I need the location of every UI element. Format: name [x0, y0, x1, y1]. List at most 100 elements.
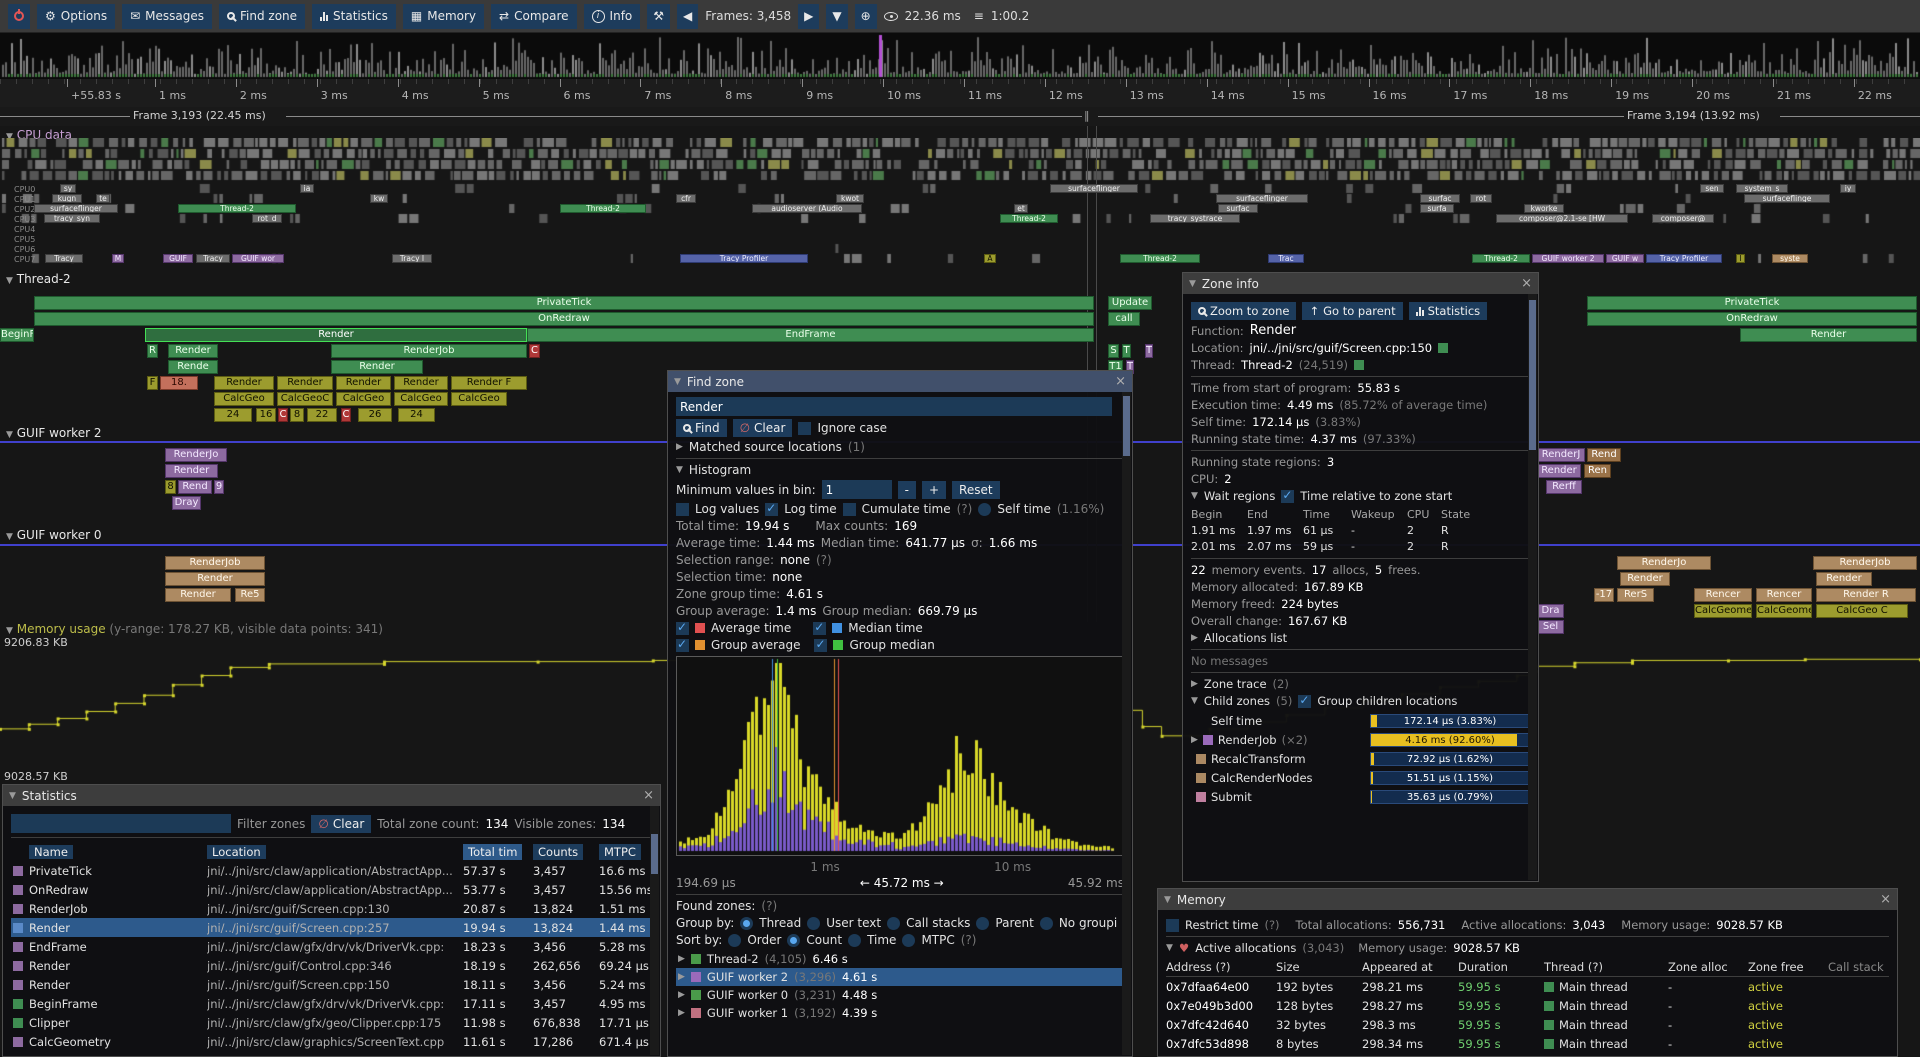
cpu-zone[interactable]: et [1014, 204, 1028, 213]
group-by-radio[interactable] [1040, 917, 1053, 930]
timeline-zone[interactable]: OnRedraw [1587, 312, 1917, 326]
found-zone-group[interactable]: ▶GUIF worker 1(3,192)4.39 s [676, 1004, 1124, 1022]
column-header[interactable]: MTPC [599, 845, 650, 859]
timeline-zone[interactable]: Render [168, 344, 218, 358]
stats-row[interactable]: OnRedrawjni/../jni/src/claw/application/… [11, 880, 652, 899]
wait-regions-header[interactable]: ▼Wait regionsTime relative to zone start [1191, 489, 1530, 503]
frame-minimap[interactable] [0, 33, 1920, 79]
messages-button[interactable]: ✉Messages [122, 4, 212, 29]
cpu-zone[interactable]: kw [370, 194, 388, 203]
column-header[interactable]: Location [207, 845, 457, 859]
column-header[interactable]: Size [1276, 960, 1358, 974]
zoom-out-button[interactable]: ▼ [826, 4, 847, 29]
timeline-zone[interactable]: Render [1620, 572, 1670, 586]
bin-decrease-button[interactable]: - [898, 481, 916, 499]
stats-row[interactable]: Renderjni/../jni/src/guif/Screen.cpp:150… [11, 975, 652, 994]
timeline-zone[interactable]: Update [1108, 296, 1152, 310]
cpu-zone[interactable]: GUIF worker 2 [1532, 254, 1604, 263]
timeline-zone[interactable]: S [1108, 344, 1119, 358]
column-header[interactable]: Zone alloc [1668, 960, 1744, 974]
cpu-zone[interactable]: Tracy I [392, 254, 432, 263]
cpu-zone[interactable]: ia [300, 184, 314, 193]
timeline-zone[interactable]: Re5 [235, 588, 265, 602]
cpu-zone[interactable]: GUIF w [1606, 254, 1644, 263]
timeline-zone[interactable]: 8 [290, 408, 304, 422]
timeline-zone[interactable]: 18. [160, 376, 198, 390]
scrollbar[interactable] [650, 806, 659, 1055]
cpu-zone[interactable]: rot_d [252, 214, 282, 223]
group-by-radio[interactable] [740, 917, 753, 930]
cpu-zone[interactable]: GUIF [163, 254, 193, 263]
find-zone-search-input[interactable] [676, 397, 1112, 416]
timeline-zone[interactable]: C [341, 408, 351, 422]
close-icon[interactable]: × [1880, 892, 1891, 907]
memory-button[interactable]: ▦Memory [403, 4, 484, 29]
allocation-row[interactable]: 0x7dfc53d8988 bytes298.34 ms59.95 sMain … [1166, 1034, 1889, 1053]
timeline-zone[interactable]: CalcGeo [336, 392, 391, 406]
timeline-zone[interactable]: Render [1740, 328, 1917, 342]
cpu-zone[interactable]: system_s [1736, 184, 1788, 193]
cpu-zone[interactable]: surfaceflinger [1050, 184, 1138, 193]
collapse-icon[interactable]: ▼ [1164, 895, 1171, 905]
column-header[interactable]: Duration [1458, 960, 1540, 974]
cpu-zone[interactable]: composer@ [1652, 214, 1714, 223]
relative-time-checkbox[interactable] [1281, 490, 1294, 503]
matched-locations-header[interactable]: ▶Matched source locations(1) [676, 440, 1124, 454]
timeline-zone[interactable]: Rencer [1694, 588, 1752, 602]
column-header[interactable]: Total tim [463, 845, 527, 859]
zone-statistics-button[interactable]: Statistics [1409, 302, 1488, 320]
timeline-zone[interactable]: CalcGeomet [1756, 604, 1812, 618]
child-zone-row[interactable]: CalcRenderNodes51.51 µs (1.15%) [1191, 768, 1530, 787]
group-by-radio[interactable] [807, 917, 820, 930]
bin-increase-button[interactable]: + [922, 481, 946, 499]
prev-frame-button[interactable]: ◀ [677, 4, 698, 29]
avg-line-checkbox[interactable] [676, 622, 689, 635]
zone-info-titlebar[interactable]: ▼Zone info× [1183, 273, 1538, 294]
allocation-row[interactable]: 0x7dfc42d64032 bytes298.3 ms59.95 sMain … [1166, 1015, 1889, 1034]
timeline-zone[interactable]: Render [165, 464, 218, 478]
cpu-zone[interactable]: kworke [1524, 204, 1564, 213]
timeline-zone[interactable]: Render [1537, 464, 1581, 478]
zoom-to-zone-button[interactable]: Zoom to zone [1191, 302, 1296, 320]
expand-icon[interactable]: ▶ [678, 972, 685, 982]
timeline-zone[interactable]: Render [214, 376, 274, 390]
stats-row[interactable]: Clipperjni/../jni/src/claw/gfx/geo/Clipp… [11, 1013, 652, 1032]
timeline-zone[interactable]: CalcGeo [394, 392, 448, 406]
collapse-icon[interactable]: ▼ [9, 791, 16, 801]
timeline-zone[interactable]: 9 [214, 480, 224, 494]
cpu-zone[interactable]: Thread-2 [1000, 214, 1058, 223]
cpu-zone[interactable]: GUIF wor [232, 254, 284, 263]
cpu-zone[interactable]: Thread-2 [178, 204, 296, 213]
timeline-zone[interactable]: -17 [1594, 588, 1614, 602]
timeline-zone[interactable]: Render [277, 376, 333, 390]
cpu-zone[interactable]: surfac [1218, 204, 1258, 213]
found-zone-group[interactable]: ▶GUIF worker 0(3,231)4.48 s [676, 986, 1124, 1004]
timeline-zone[interactable]: 24 [214, 408, 252, 422]
close-icon[interactable]: × [643, 788, 654, 803]
ignore-case-checkbox[interactable] [798, 422, 811, 435]
child-zone-row[interactable]: ▶RenderJob(×2)4.16 ms (92.60%) [1191, 730, 1530, 749]
min-bin-input[interactable] [822, 480, 892, 499]
stats-row[interactable]: CalcGeometryjni/../jni/src/claw/graphics… [11, 1032, 652, 1051]
timeline-zone[interactable]: Render [165, 588, 231, 602]
time-ruler[interactable]: +55.83 s1 ms2 ms3 ms4 ms5 ms6 ms7 ms8 ms… [0, 79, 1920, 107]
cpu-zone[interactable]: sen [1700, 184, 1724, 193]
column-header[interactable]: Counts [533, 845, 593, 859]
expand-icon[interactable]: ▶ [1191, 735, 1198, 745]
close-icon[interactable]: × [1521, 276, 1532, 291]
group-children-checkbox[interactable] [1298, 695, 1311, 708]
timeline-zone[interactable]: Render [145, 328, 527, 342]
find-zone-button[interactable]: Find zone [219, 4, 305, 29]
find-zone-histogram[interactable] [677, 657, 1115, 853]
log-time-checkbox[interactable] [765, 503, 778, 516]
timeline-zone[interactable]: Render F [451, 376, 527, 390]
cpu-zone[interactable]: rot [1470, 194, 1492, 203]
cpu-zone[interactable]: syste [1772, 254, 1808, 263]
child-zone-row[interactable]: RecalcTransform72.92 µs (1.62%) [1191, 749, 1530, 768]
zone-trace-header[interactable]: ▶Zone trace(2) [1191, 677, 1530, 691]
memory-titlebar[interactable]: ▼Memory× [1158, 889, 1897, 910]
stats-row[interactable]: BeginFramejni/../jni/src/claw/gfx/drv/vk… [11, 994, 652, 1013]
timeline-zone[interactable]: RenderJob [1813, 556, 1917, 570]
timeline-zone[interactable]: C [278, 408, 288, 422]
timeline-zone[interactable]: BeginFrame [0, 328, 34, 342]
